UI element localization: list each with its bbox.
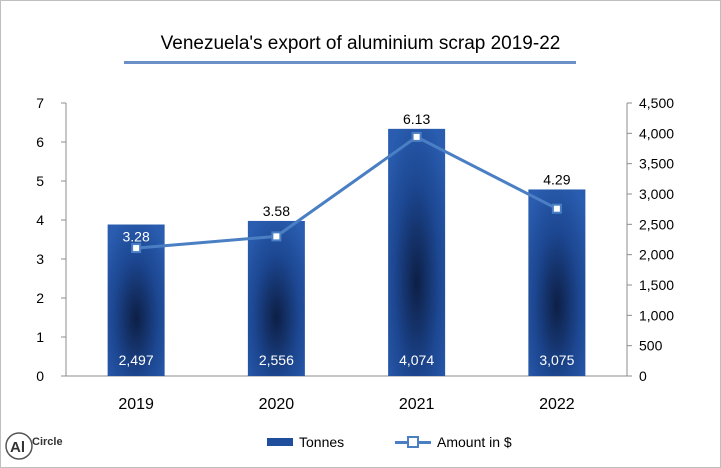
bar <box>247 220 305 376</box>
y-right-tick-label: 500 <box>639 338 663 354</box>
y-left-tick-label: 3 <box>36 251 44 267</box>
line-data-label: 3.28 <box>123 229 150 245</box>
y-left-tick-label: 1 <box>36 329 44 345</box>
line-point-marker <box>551 203 562 214</box>
legend-swatch-tonnes <box>267 438 293 446</box>
bar-data-label: 2,556 <box>259 352 294 368</box>
line-data-label: 3.58 <box>263 203 290 219</box>
x-tick-label: 2020 <box>259 396 295 413</box>
bar-data-label: 4,074 <box>399 352 434 368</box>
line-data-label: 4.29 <box>543 171 570 187</box>
title-underline <box>124 61 576 64</box>
x-tick-label: 2019 <box>118 396 154 413</box>
y-right-tick-label: 3,000 <box>639 186 674 202</box>
legend-item-amount: Amount in $ <box>395 434 512 450</box>
line-point-marker <box>131 243 142 254</box>
y-right-tick-label: 1,000 <box>639 307 674 323</box>
y-left-tick-label: 4 <box>36 212 44 228</box>
svg-text:Circle: Circle <box>32 436 63 448</box>
amount-line <box>136 135 558 250</box>
alcircle-logo: Al Circle <box>5 432 63 460</box>
legend-swatch-amount <box>395 436 431 448</box>
legend-label-amount: Amount in $ <box>437 434 512 450</box>
y-left-tick-label: 2 <box>36 290 44 306</box>
y-right-tick-label: 1,500 <box>639 277 674 293</box>
bar <box>388 128 446 376</box>
y-right-tick-label: 2,000 <box>639 247 674 263</box>
y-right-tick-label: 4,500 <box>639 95 674 111</box>
y-left-tick-label: 6 <box>36 134 44 150</box>
legend-item-tonnes: Tonnes <box>267 434 344 450</box>
y-right-tick-label: 3,500 <box>639 156 674 172</box>
line-point-marker <box>271 231 282 242</box>
y-right-tick-label: 2,500 <box>639 216 674 232</box>
svg-text:Al: Al <box>10 439 25 456</box>
chart-title: Venezuela's export of aluminium scrap 20… <box>160 33 561 54</box>
bar-data-label: 2,497 <box>119 352 154 368</box>
line-point-marker <box>411 131 422 142</box>
y-left-tick-label: 0 <box>36 368 44 384</box>
y-left-tick-label: 7 <box>36 95 44 111</box>
y-left-tick-label: 5 <box>36 173 44 189</box>
chart-legend: Tonnes Amount in $ <box>0 434 721 452</box>
y-right-tick-label: 4,000 <box>639 125 674 141</box>
y-right-tick-label: 0 <box>639 368 647 384</box>
x-tick-label: 2021 <box>399 396 435 413</box>
legend-label-tonnes: Tonnes <box>299 434 345 450</box>
x-tick-label: 2022 <box>539 396 575 413</box>
bar-data-label: 3,075 <box>539 352 574 368</box>
line-data-label: 6.13 <box>403 111 430 127</box>
bar <box>528 189 586 376</box>
